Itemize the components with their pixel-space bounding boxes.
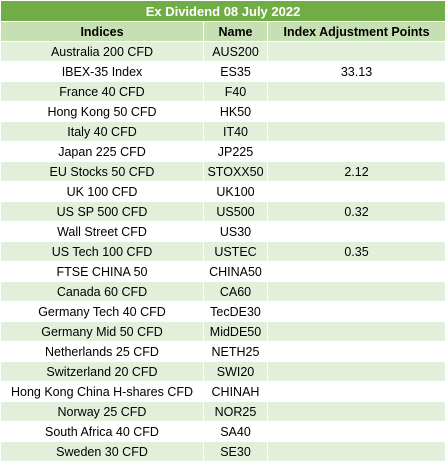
table-row: Sweden 30 CFD SE30 — [0, 441, 446, 462]
index-cell: Hong Kong China H-shares CFD — [0, 381, 204, 402]
index-cell: Germany Tech 40 CFD — [0, 301, 204, 322]
index-cell: Canada 60 CFD — [0, 281, 204, 302]
points-cell — [266, 81, 446, 102]
index-cell: France 40 CFD — [0, 81, 204, 102]
name-cell: CHINAH — [203, 381, 268, 402]
name-cell: ES35 — [203, 61, 268, 82]
name-cell: US30 — [203, 221, 268, 242]
index-cell: Wall Street CFD — [0, 221, 204, 242]
header-name: Name — [203, 21, 268, 42]
index-cell: Netherlands 25 CFD — [0, 341, 204, 362]
points-cell — [266, 361, 446, 382]
index-cell: Sweden 30 CFD — [0, 441, 204, 462]
table-row: South Africa 40 CFD SA40 — [0, 421, 446, 442]
index-cell: UK 100 CFD — [0, 181, 204, 202]
name-cell: UK100 — [203, 181, 268, 202]
table-row: Hong Kong 50 CFD HK50 — [0, 101, 446, 122]
name-cell: NETH25 — [203, 341, 268, 362]
index-cell: FTSE CHINA 50 — [0, 261, 204, 282]
points-cell — [266, 401, 446, 422]
index-cell: Norway 25 CFD — [0, 401, 204, 422]
name-cell: HK50 — [203, 101, 268, 122]
table-row: Norway 25 CFD NOR25 — [0, 401, 446, 422]
table-row: Italy 40 CFD IT40 — [0, 121, 446, 142]
header-index-adjustment-points: Index Adjustment Points — [266, 21, 446, 42]
points-cell: 0.32 — [266, 201, 446, 222]
points-cell — [266, 281, 446, 302]
points-cell — [266, 341, 446, 362]
points-cell: 33.13 — [266, 61, 446, 82]
points-cell — [266, 441, 446, 462]
index-cell: US SP 500 CFD — [0, 201, 204, 222]
name-cell: TecDE30 — [203, 301, 268, 322]
title-row: Ex Dividend 08 July 2022 — [0, 0, 446, 22]
table-row: Switzerland 20 CFD SWI20 — [0, 361, 446, 382]
table-row: Netherlands 25 CFD NETH25 — [0, 341, 446, 362]
table-row: EU Stocks 50 CFD STOXX50 2.12 — [0, 161, 446, 182]
table-body: Australia 200 CFD AUS200 IBEX-35 Index ES35… — [0, 41, 446, 462]
points-cell — [266, 321, 446, 342]
points-cell — [266, 421, 446, 442]
name-cell: IT40 — [203, 121, 268, 142]
table-row: Germany Mid 50 CFD MidDE50 — [0, 321, 446, 342]
index-cell: South Africa 40 CFD — [0, 421, 204, 442]
name-cell: MidDE50 — [203, 321, 268, 342]
name-cell: SA40 — [203, 421, 268, 442]
index-cell: US Tech 100 CFD — [0, 241, 204, 262]
table-row: France 40 CFD F40 — [0, 81, 446, 102]
table-title: Ex Dividend 08 July 2022 — [0, 0, 446, 22]
name-cell: SE30 — [203, 441, 268, 462]
table-row: Australia 200 CFD AUS200 — [0, 41, 446, 62]
name-cell: F40 — [203, 81, 268, 102]
points-cell: 0.35 — [266, 241, 446, 262]
name-cell: US500 — [203, 201, 268, 222]
index-cell: Switzerland 20 CFD — [0, 361, 204, 382]
table-row: Wall Street CFD US30 — [0, 221, 446, 242]
points-cell — [266, 381, 446, 402]
points-cell: 2.12 — [266, 161, 446, 182]
table-row: Hong Kong China H-shares CFD CHINAH — [0, 381, 446, 402]
index-cell: IBEX-35 Index — [0, 61, 204, 82]
name-cell: STOXX50 — [203, 161, 268, 182]
points-cell — [266, 101, 446, 122]
table-row: US SP 500 CFD US500 0.32 — [0, 201, 446, 222]
name-cell: CA60 — [203, 281, 268, 302]
index-cell: Germany Mid 50 CFD — [0, 321, 204, 342]
points-cell — [266, 261, 446, 282]
index-cell: Australia 200 CFD — [0, 41, 204, 62]
table-row: Japan 225 CFD JP225 — [0, 141, 446, 162]
points-cell — [266, 221, 446, 242]
name-cell: CHINA50 — [203, 261, 268, 282]
index-cell: Italy 40 CFD — [0, 121, 204, 142]
points-cell — [266, 141, 446, 162]
name-cell: JP225 — [203, 141, 268, 162]
points-cell — [266, 181, 446, 202]
header-indices: Indices — [0, 21, 204, 42]
table-row: Germany Tech 40 CFD TecDE30 — [0, 301, 446, 322]
table-row: UK 100 CFD UK100 — [0, 181, 446, 202]
index-cell: Japan 225 CFD — [0, 141, 204, 162]
name-cell: SWI20 — [203, 361, 268, 382]
table-row: Canada 60 CFD CA60 — [0, 281, 446, 302]
points-cell — [266, 121, 446, 142]
table-row: IBEX-35 Index ES35 33.13 — [0, 61, 446, 82]
table-row: FTSE CHINA 50 CHINA50 — [0, 261, 446, 282]
points-cell — [266, 301, 446, 322]
name-cell: NOR25 — [203, 401, 268, 422]
index-cell: EU Stocks 50 CFD — [0, 161, 204, 182]
index-cell: Hong Kong 50 CFD — [0, 101, 204, 122]
header-row: Indices Name Index Adjustment Points — [0, 21, 446, 42]
table-row: US Tech 100 CFD USTEC 0.35 — [0, 241, 446, 262]
name-cell: AUS200 — [203, 41, 268, 62]
name-cell: USTEC — [203, 241, 268, 262]
points-cell — [266, 41, 446, 62]
